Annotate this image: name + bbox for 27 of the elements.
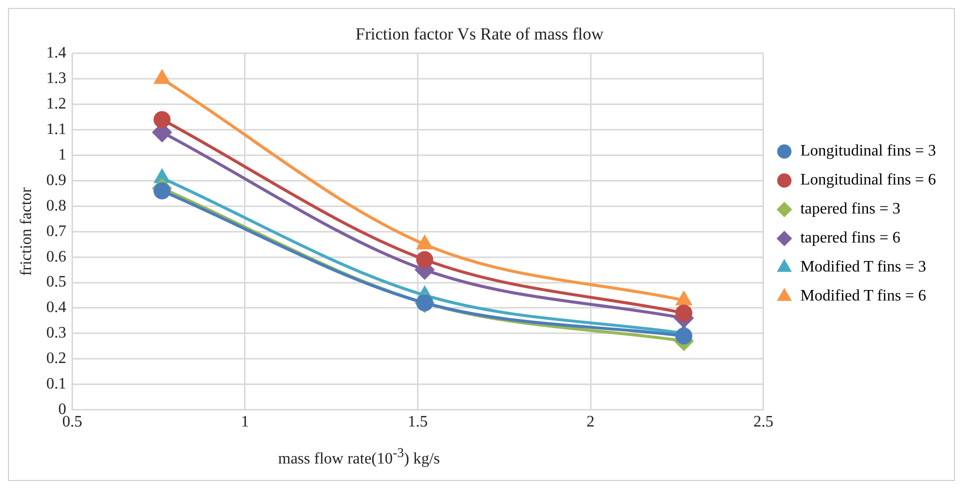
x-tick-label: 1.5 (408, 414, 428, 431)
legend-label: tapered fins = 6 (800, 230, 900, 247)
y-tick-label: 1.2 (46, 96, 66, 113)
y-tick-label: 0.4 (46, 299, 66, 316)
y-tick-label: 1.1 (46, 120, 66, 138)
y-tick-label: 0.9 (46, 172, 66, 189)
y-tick-label: 0.6 (46, 248, 66, 266)
y-tick-label: 1.4 (46, 44, 66, 62)
y-tick-label: 0.7 (46, 222, 66, 240)
y-tick-label: 1.3 (46, 70, 66, 88)
legend-label: Longitudinal fins = 3 (800, 142, 936, 160)
legend-label: Longitudinal fins = 6 (800, 172, 936, 189)
y-tick-label: 0.3 (46, 324, 66, 342)
y-tick-label: 0.1 (46, 376, 66, 393)
y-tick-label: 0.2 (46, 350, 66, 368)
legend-label: tapered fins = 3 (800, 200, 900, 218)
y-tick-label: 1 (58, 146, 66, 164)
x-tick-label: 2.5 (753, 414, 774, 431)
x-axis-title: mass flow rate(10$^{-3}$) kg/s (277, 445, 441, 468)
legend-label: Modified T fins = 6 (800, 288, 926, 305)
legend-label: Modified T fins = 3 (800, 258, 926, 276)
y-axis-title: friction factor (18, 186, 35, 276)
x-tick-label: 2 (586, 414, 595, 431)
x-tick-label: 1 (240, 414, 249, 431)
chart-title: Friction factor Vs Rate of mass flow (355, 24, 604, 44)
y-tick-label: 0.5 (46, 274, 66, 291)
y-tick-label: 0.8 (46, 197, 66, 214)
